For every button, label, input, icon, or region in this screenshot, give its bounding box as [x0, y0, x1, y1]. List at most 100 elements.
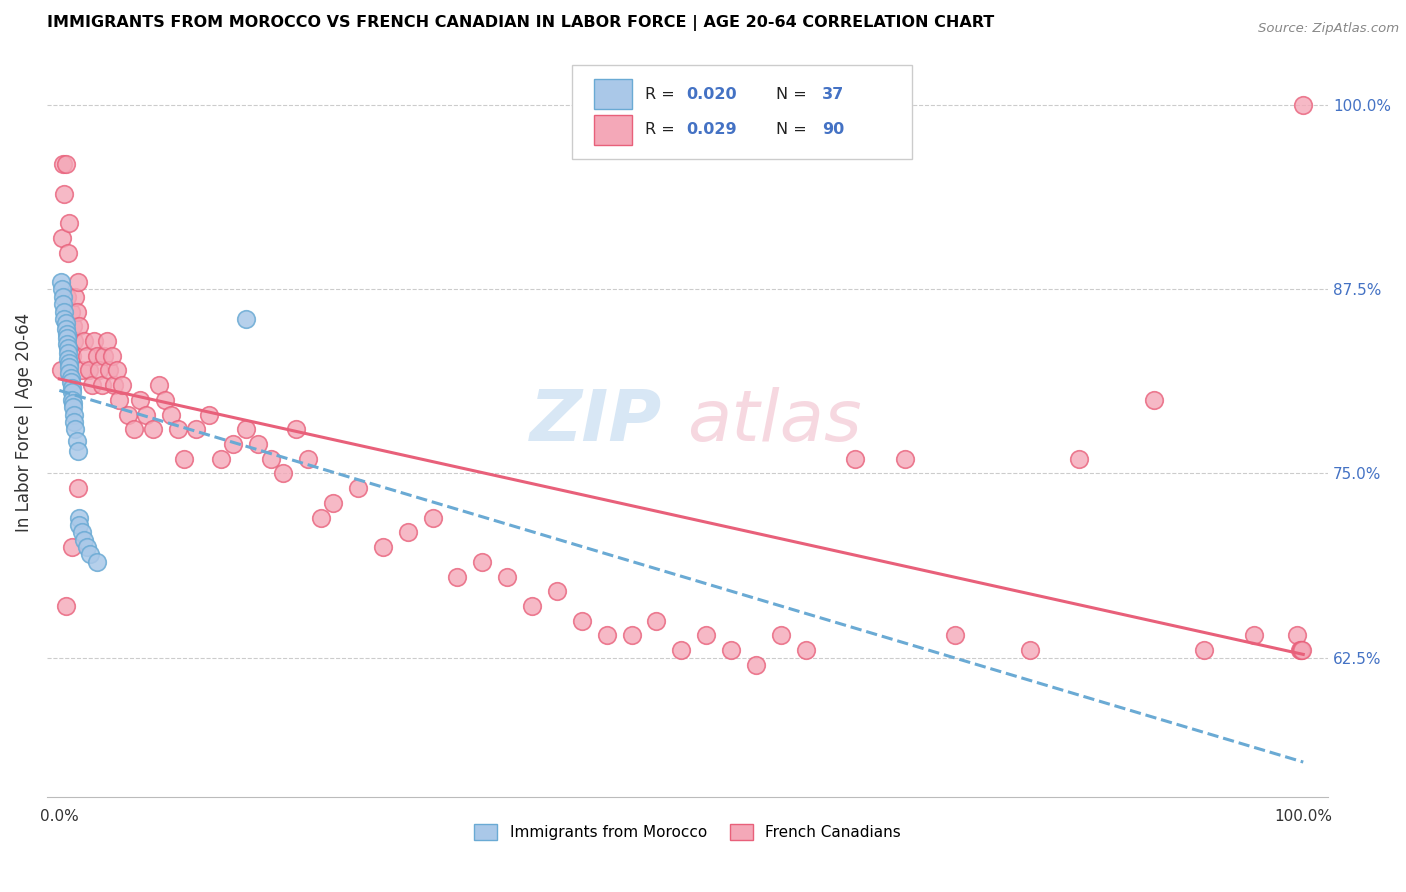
Point	[271, 467, 294, 481]
Point	[56, 341, 79, 355]
Point	[77, 363, 100, 377]
Point	[371, 540, 394, 554]
Text: IMMIGRANTS FROM MOROCCO VS FRENCH CANADIAN IN LABOR FORCE | AGE 20-64 CORRELATIO: IMMIGRANTS FROM MOROCCO VS FRENCH CANADI…	[46, 15, 994, 31]
Point	[446, 569, 468, 583]
Point	[52, 290, 75, 304]
Point	[59, 304, 82, 318]
Point	[108, 392, 131, 407]
Text: R =: R =	[645, 87, 681, 102]
Point	[396, 525, 419, 540]
Text: 0.020: 0.020	[686, 87, 737, 102]
Point	[105, 363, 128, 377]
Point	[56, 290, 79, 304]
Point	[98, 363, 121, 377]
Point	[65, 422, 87, 436]
Text: 90: 90	[823, 122, 844, 137]
Point	[51, 282, 73, 296]
Point	[53, 186, 76, 201]
Point	[66, 444, 89, 458]
Point	[89, 363, 111, 377]
Point	[66, 275, 89, 289]
Point	[96, 334, 118, 348]
Point	[129, 392, 152, 407]
Point	[620, 628, 643, 642]
Point	[1018, 643, 1040, 657]
Point	[63, 415, 86, 429]
Point	[695, 628, 717, 642]
Point	[56, 337, 79, 351]
Point	[56, 351, 79, 366]
Point	[103, 378, 125, 392]
Point	[80, 378, 103, 392]
Point	[52, 157, 75, 171]
Point	[53, 311, 76, 326]
Point	[63, 408, 86, 422]
Point	[1289, 643, 1312, 657]
Point	[58, 356, 80, 370]
Point	[55, 316, 77, 330]
Point	[52, 297, 75, 311]
Point	[63, 334, 86, 348]
Point	[284, 422, 307, 436]
Point	[1292, 98, 1315, 112]
Point	[571, 614, 593, 628]
Point	[1291, 643, 1313, 657]
Point	[943, 628, 966, 642]
Point	[148, 378, 170, 392]
Point	[347, 481, 370, 495]
Point	[235, 422, 257, 436]
Point	[53, 304, 76, 318]
Point	[769, 628, 792, 642]
Point	[100, 349, 122, 363]
Point	[66, 434, 89, 448]
Point	[76, 540, 98, 554]
Point	[67, 518, 90, 533]
Point	[197, 408, 219, 422]
Text: 37: 37	[823, 87, 844, 102]
Point	[1143, 392, 1166, 407]
Point	[297, 451, 319, 466]
Point	[56, 331, 79, 345]
Point	[70, 363, 93, 377]
Point	[671, 643, 693, 657]
Point	[209, 451, 232, 466]
Point	[60, 392, 83, 407]
Point	[49, 363, 72, 377]
FancyBboxPatch shape	[593, 115, 633, 145]
Point	[73, 334, 96, 348]
Point	[422, 510, 444, 524]
Point	[55, 599, 77, 613]
Point	[83, 334, 105, 348]
Point	[894, 451, 917, 466]
Point	[56, 245, 79, 260]
Point	[186, 422, 208, 436]
Point	[60, 349, 83, 363]
Point	[58, 216, 80, 230]
Point	[235, 311, 257, 326]
Point	[1286, 628, 1309, 642]
Point	[1288, 643, 1310, 657]
Point	[309, 510, 332, 524]
Point	[260, 451, 283, 466]
FancyBboxPatch shape	[593, 79, 633, 110]
Point	[60, 381, 83, 395]
Point	[153, 392, 176, 407]
Point	[62, 401, 84, 415]
Point	[67, 319, 90, 334]
Point	[67, 510, 90, 524]
Point	[122, 422, 145, 436]
Point	[56, 345, 79, 359]
Y-axis label: In Labor Force | Age 20-64: In Labor Force | Age 20-64	[15, 312, 32, 532]
Point	[93, 349, 115, 363]
Text: Source: ZipAtlas.com: Source: ZipAtlas.com	[1258, 22, 1399, 36]
Point	[794, 643, 817, 657]
Point	[117, 408, 139, 422]
Point	[247, 437, 270, 451]
Point	[66, 481, 89, 495]
Point	[1069, 451, 1091, 466]
Text: N =: N =	[776, 87, 811, 102]
Point	[1192, 643, 1215, 657]
Point	[166, 422, 188, 436]
Text: 0.029: 0.029	[686, 122, 737, 137]
Point	[595, 628, 617, 642]
